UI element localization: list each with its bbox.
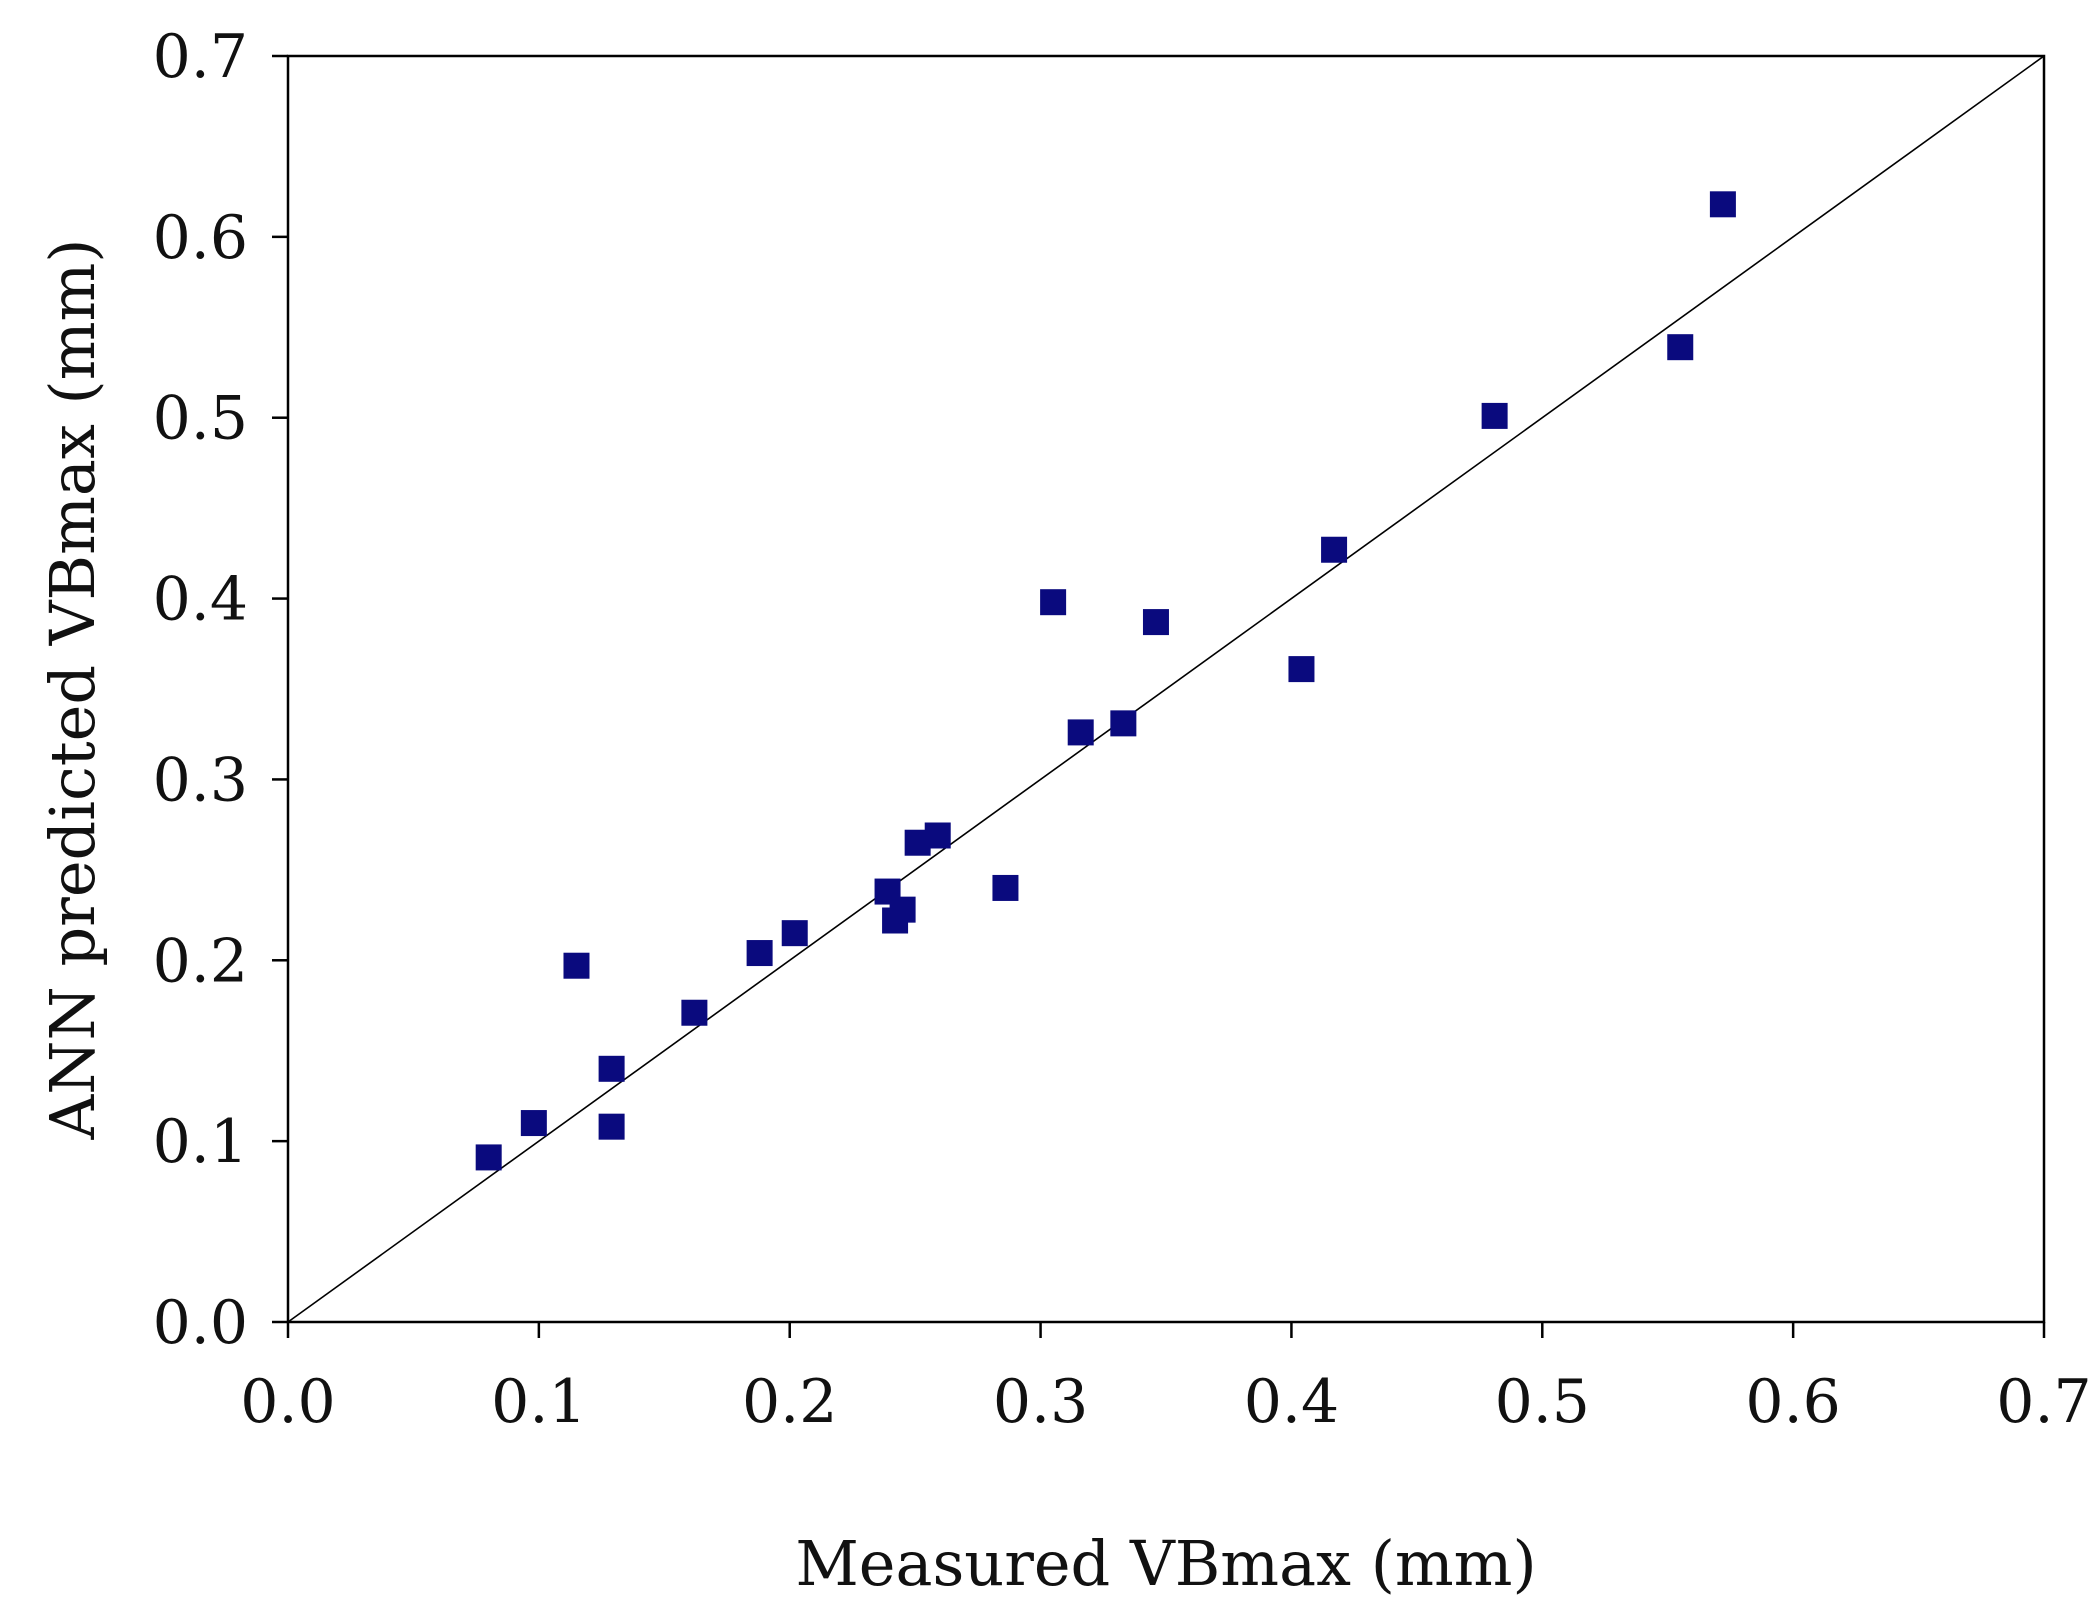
data-point	[1709, 191, 1736, 218]
x-tick-label: 0.1	[491, 1367, 586, 1437]
data-point	[1040, 589, 1067, 616]
data-point	[889, 896, 916, 923]
data-point	[1321, 536, 1348, 563]
y-axis-title: ANN predicted VBmax (mm)	[36, 239, 109, 1141]
y-tick-label: 0.5	[153, 384, 248, 454]
data-point	[924, 822, 951, 849]
x-tick-label: 0.7	[1996, 1367, 2091, 1437]
y-tick-label: 0.1	[153, 1107, 248, 1177]
reference-line	[287, 55, 2045, 1323]
y-tick-label: 0.2	[153, 926, 248, 996]
y-tick-label: 0.4	[153, 565, 248, 635]
y-tick-label: 0.7	[153, 22, 248, 92]
y-tick-label: 0.0	[153, 1288, 248, 1358]
data-point	[598, 1055, 625, 1082]
x-tick-label: 0.3	[993, 1367, 1088, 1437]
x-tick-label: 0.0	[240, 1367, 335, 1437]
y-tick-label: 0.3	[153, 745, 248, 815]
data-point	[1067, 719, 1094, 746]
plot-frame	[286, 54, 2046, 1324]
x-axis-ticks: 0.0 0.1 0.2 0.3 0.4 0.5 0.6 0.7	[240, 1322, 2092, 1437]
plot-area-border	[286, 54, 2046, 1324]
x-tick-label: 0.5	[1495, 1367, 1590, 1437]
reference-line-group	[287, 55, 2045, 1323]
data-point	[1110, 710, 1137, 737]
x-tick-label: 0.2	[742, 1367, 837, 1437]
data-point	[1667, 334, 1694, 361]
y-tick-label: 0.6	[153, 203, 248, 273]
data-point	[1288, 656, 1315, 683]
data-point	[681, 999, 708, 1026]
y-axis-ticks: 0.0 0.1 0.2 0.3 0.4 0.5 0.6 0.7	[153, 22, 288, 1358]
data-point	[1142, 609, 1169, 636]
data-point	[520, 1110, 547, 1137]
data-point	[563, 952, 590, 979]
data-point	[992, 874, 1019, 901]
x-tick-label: 0.4	[1244, 1367, 1339, 1437]
x-tick-label: 0.6	[1745, 1367, 1840, 1437]
data-point	[1481, 402, 1508, 429]
data-points	[475, 191, 1736, 1171]
data-point	[598, 1113, 625, 1140]
data-point	[475, 1144, 502, 1171]
data-point	[781, 920, 808, 947]
data-point	[746, 940, 773, 967]
x-axis-title: Measured VBmax (mm)	[795, 1527, 1536, 1600]
